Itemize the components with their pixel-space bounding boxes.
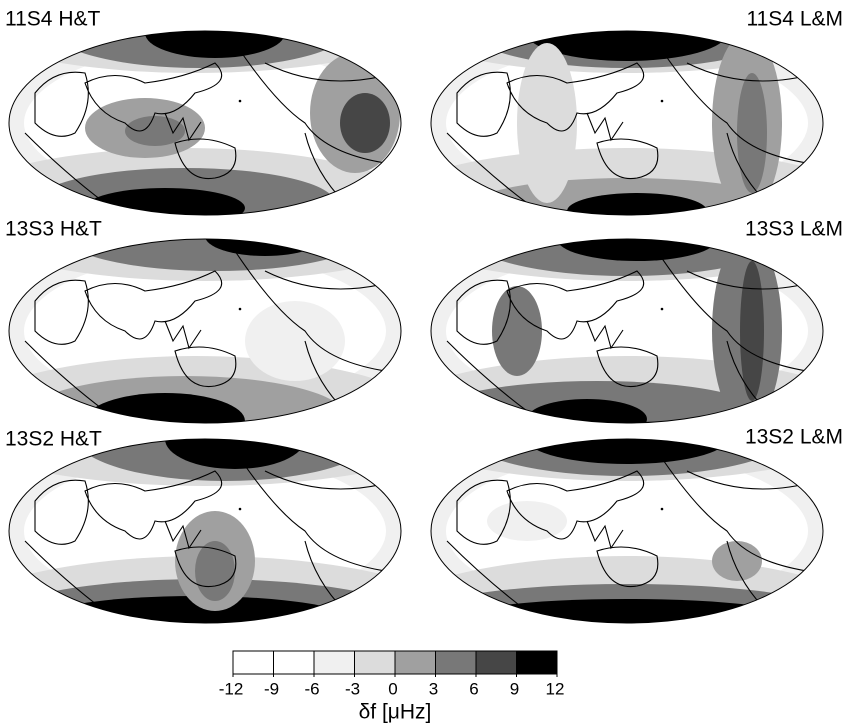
anomaly-region — [740, 261, 764, 401]
colorbar-tick-label: 0 — [388, 679, 397, 698]
anomaly-region — [245, 301, 345, 381]
anomaly-region — [85, 188, 245, 228]
colorbar-swatch — [436, 651, 477, 674]
anomaly-region — [447, 599, 807, 643]
colorbar-swatch — [233, 651, 274, 674]
colorbar-swatch — [355, 651, 396, 674]
colorbar-swatch — [395, 651, 436, 674]
anomaly-region — [195, 541, 235, 601]
colorbar-tick-label: -12 — [219, 679, 244, 698]
colorbar-swatch — [274, 651, 315, 674]
anomaly-region — [737, 73, 767, 193]
anomaly-region — [527, 399, 647, 439]
panel-label: 13S3 H&T — [5, 218, 102, 241]
anomaly-region — [492, 286, 542, 376]
panel-label: 13S3 L&M — [745, 218, 843, 241]
center-dot — [661, 308, 664, 311]
center-dot — [239, 508, 242, 511]
colorbar-tick-label: -6 — [304, 679, 319, 698]
anomaly-region — [340, 93, 390, 153]
colorbar-swatch — [517, 651, 558, 674]
colorbar-label: δf [μHz] — [359, 701, 432, 724]
panel-label: 11S4 L&M — [747, 8, 844, 31]
center-dot — [661, 100, 664, 103]
colorbar-tick-label: 12 — [546, 679, 565, 698]
colorbar-tick-label: 9 — [510, 679, 519, 698]
map-panels: 11S4 H&T 11S4 L&M 13S3 H&T 13S3 L&M 13S2 H&T… — [0, 0, 848, 706]
center-dot — [239, 100, 242, 103]
anomaly-region — [712, 541, 762, 581]
center-dot — [661, 508, 664, 511]
figure: 11S4 H&T 11S4 L&M 13S3 H&T 13S3 L&M 13S2 H&T… — [0, 0, 848, 727]
panel-label: 13S2 L&M — [745, 426, 843, 449]
colorbar: -12 -9 -6 -3 0 3 6 9 12 — [219, 651, 565, 698]
colorbar-tick-label: -9 — [264, 679, 279, 698]
colorbar-swatch — [314, 651, 355, 674]
colorbar-tick-label: 6 — [469, 679, 478, 698]
anomaly-region — [205, 216, 325, 256]
colorbar-tick-label: -3 — [345, 679, 360, 698]
colorbar-tick-label: 3 — [429, 679, 438, 698]
panel-label: 13S2 H&T — [5, 428, 102, 451]
colorbar-swatch — [476, 651, 517, 674]
anomaly-region — [125, 116, 185, 146]
center-dot — [239, 308, 242, 311]
anomaly-region — [367, 556, 848, 706]
panel-label: 11S4 H&T — [5, 8, 100, 31]
